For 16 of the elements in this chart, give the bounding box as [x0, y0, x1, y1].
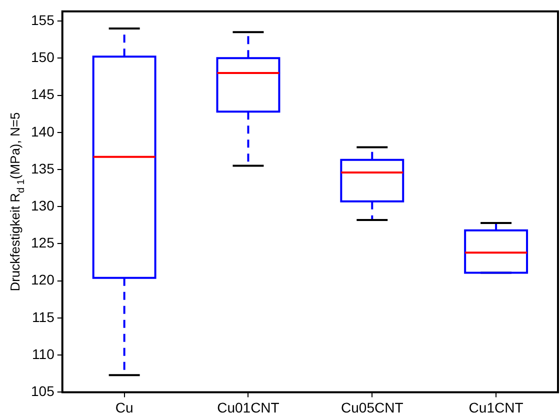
y-tick-label: 130 — [31, 197, 55, 214]
y-tick-label: 150 — [31, 49, 55, 66]
y-tick-label: 155 — [31, 12, 55, 28]
y-tick-label: 110 — [32, 346, 55, 362]
y-tick-label: 135 — [31, 160, 55, 176]
y-tick-label: 115 — [32, 308, 55, 325]
y-axis-title: Druckfestigkeit Rd 1(MPa), N=5 — [8, 112, 27, 292]
x-tick-label: Cu — [115, 399, 134, 416]
x-tick-label: Cu01CNT — [217, 399, 280, 416]
y-tick-label: 145 — [31, 86, 55, 102]
y-tick-label: 105 — [31, 383, 55, 400]
y-tick-label: 125 — [31, 234, 55, 251]
x-tick-label: Cu05CNT — [341, 399, 404, 416]
y-tick-label: 120 — [31, 272, 55, 288]
x-tick-label: Cu1CNT — [468, 399, 524, 416]
y-tick-label: 140 — [31, 123, 55, 140]
